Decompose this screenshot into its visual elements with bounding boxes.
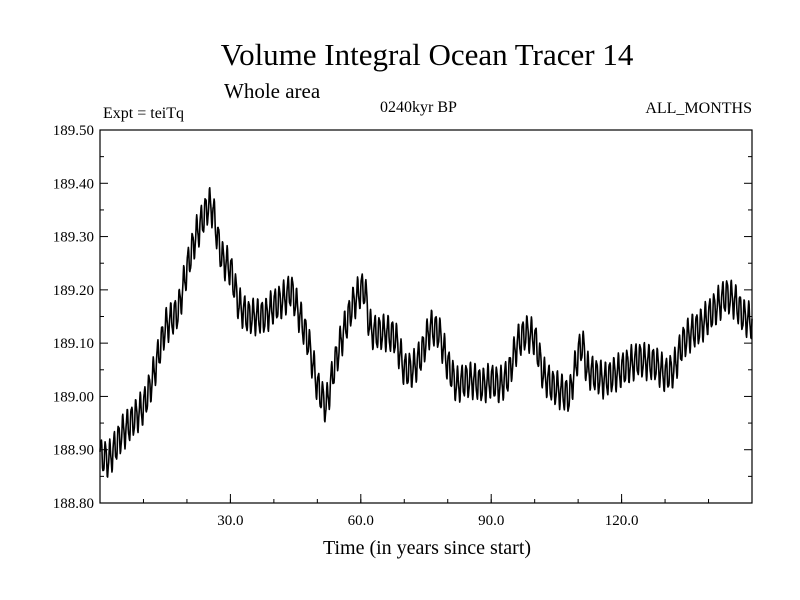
x-axis-tick-labels: 30.0 60.0 90.0 120.0 xyxy=(217,513,638,529)
y-tick-label: 189.00 xyxy=(53,389,94,405)
chart-title: Volume Integral Ocean Tracer 14 xyxy=(221,37,634,72)
y-tick-label: 188.80 xyxy=(53,496,94,512)
chart-subtitle: Whole area xyxy=(224,79,321,103)
plot-area: 30.0 60.0 90.0 120.0 188.80 188.90 189.00 189.… xyxy=(53,123,753,529)
expt-label: Expt = teiTq xyxy=(103,105,184,122)
y-tick-label: 189.30 xyxy=(53,230,94,246)
series-line xyxy=(99,186,753,478)
x-axis-ticks xyxy=(142,494,710,503)
series-group xyxy=(99,186,753,478)
y-tick-label: 189.40 xyxy=(53,176,94,192)
period-label: 0240kyr BP xyxy=(380,99,457,116)
months-label: ALL_MONTHS xyxy=(645,100,752,117)
plot-frame xyxy=(99,129,753,504)
x-axis-label: Time (in years since start) xyxy=(323,537,531,559)
y-tick-label: 189.20 xyxy=(53,283,94,299)
y-tick-label: 188.90 xyxy=(53,443,94,459)
x-tick-label: 90.0 xyxy=(478,513,504,529)
x-tick-label: 60.0 xyxy=(348,513,374,529)
y-tick-label: 189.50 xyxy=(53,123,94,139)
y-axis-tick-labels: 188.80 188.90 189.00 189.10 189.20 189.30 189.… xyxy=(53,123,94,512)
y-axis-ticks xyxy=(100,129,752,504)
x-tick-label: 120.0 xyxy=(605,513,639,529)
x-tick-label: 30.0 xyxy=(217,513,243,529)
y-tick-label: 189.10 xyxy=(53,336,94,352)
